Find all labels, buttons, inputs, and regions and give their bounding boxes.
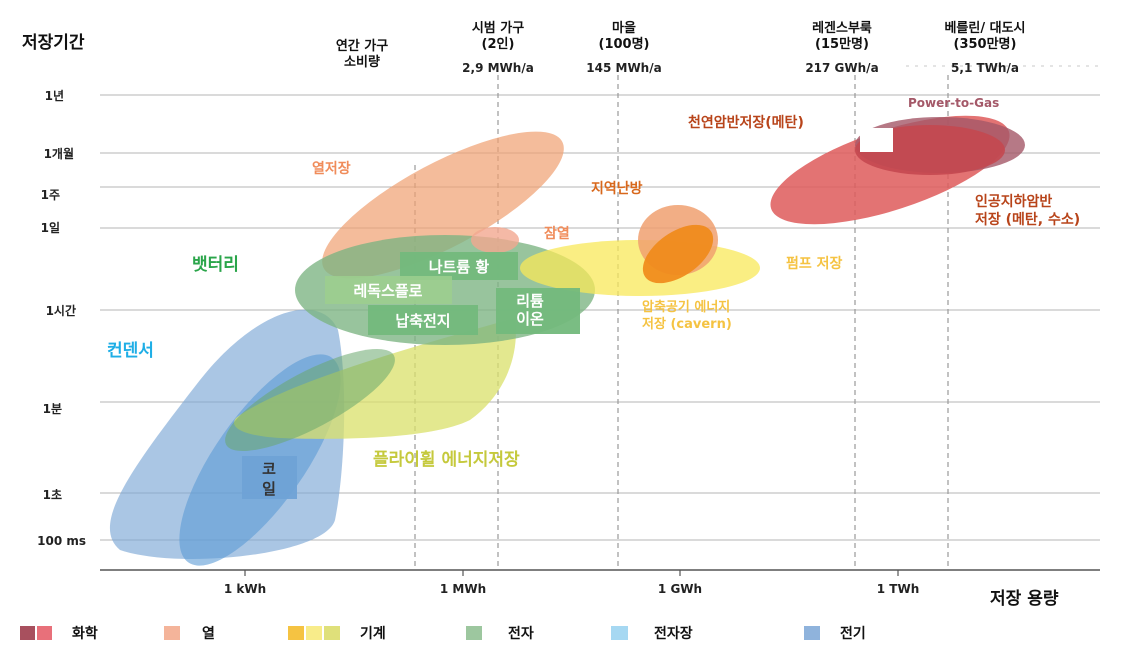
capacitor-label: 컨덴서 <box>107 341 154 361</box>
legend-swatch <box>324 626 340 640</box>
legend-swatch <box>164 626 180 640</box>
legend-label: 전자 <box>508 625 534 642</box>
sodium-sulfur-box <box>400 252 518 280</box>
ref-value-village: 145 MWh/a <box>586 61 661 75</box>
lithium-ion-box <box>496 288 580 334</box>
power-to-gas-label: Power-to-Gas <box>908 96 999 110</box>
x-tick-label: 1 TWh <box>877 582 920 596</box>
y-tick-label: 1주 <box>41 188 60 202</box>
text-line: 소비량 <box>344 55 380 70</box>
text-line: 베를린/ 대도시 <box>944 20 1025 36</box>
text-line: 연간 가구 <box>336 38 388 54</box>
text-line: (2인) <box>482 36 515 52</box>
pumped-storage-region <box>642 224 714 284</box>
legend-swatch <box>611 626 628 640</box>
ref-label-village: 마을 (100명) <box>599 20 650 52</box>
artificial-rock-label: 인공지하암반 저장 (메탄, 수소) <box>975 193 1080 228</box>
white-patch <box>860 128 893 152</box>
legend-item-electrochemical: 전자 <box>466 625 534 642</box>
district-heating-label: 지역난방 <box>591 180 643 197</box>
text-line: 인공지하암반 <box>975 193 1052 210</box>
y-tick-label: 1개월 <box>44 146 74 161</box>
y-tick-labels: 1년 1개월 1주 1일 1시간 1분 1초 100 ms <box>37 89 86 548</box>
legend-item-electromagnetic: 전자장 <box>611 625 693 642</box>
text-line: (100명) <box>599 36 650 52</box>
legend-label: 전자장 <box>654 625 693 642</box>
ref-label-pilot: 시범 가구 (2인) <box>472 20 524 52</box>
legend-swatch <box>37 626 52 640</box>
y-tick-label: 1일 <box>41 221 60 235</box>
latent-heat-region <box>471 227 519 253</box>
text-line: 저장 (cavern) <box>642 316 732 332</box>
ref-label-household: 연간 가구 소비량 <box>336 38 388 70</box>
legend-label: 열 <box>202 625 215 642</box>
sodium-sulfur-label: 나트륨 황 <box>429 258 490 276</box>
latent-heat-label: 잠열 <box>544 225 570 242</box>
lead-acid-label: 납축전지 <box>395 312 450 330</box>
pumped-storage-label: 펌프 저장 <box>786 255 843 272</box>
flywheel-overlap <box>225 349 395 451</box>
text-line: 코 <box>262 460 276 478</box>
text-line: 레겐스부룩 <box>812 20 872 36</box>
text-line: 저장 (메탄, 수소) <box>975 211 1080 228</box>
x-tick-labels: 1 kWh 1 MWh 1 GWh 1 TWh <box>224 582 919 596</box>
compressed-air-label: 압축공기 에너지 저장 (cavern) <box>642 299 732 332</box>
lead-acid-box <box>368 305 478 335</box>
y-tick-label: 1분 <box>43 402 62 416</box>
x-tick-label: 1 GWh <box>658 582 702 596</box>
ref-label-berlin: 베를린/ 대도시 (350만명) <box>944 20 1025 52</box>
text-line: 압축공기 에너지 <box>642 299 730 315</box>
y-tick-label: 1초 <box>43 488 62 502</box>
text-line: 일 <box>262 480 276 498</box>
thermal-storage-label: 열저장 <box>312 160 351 177</box>
legend-swatch <box>288 626 304 640</box>
redox-flow-box <box>325 276 452 304</box>
legend-label: 전기 <box>840 625 866 642</box>
legend-swatch <box>20 626 35 640</box>
legend: 화학 열 기계 전자 전자장 전기 <box>20 625 866 642</box>
legend-item-mechanical: 기계 <box>288 626 386 642</box>
text-line: 리튬 <box>516 292 544 310</box>
lithium-ion-label: 리튬 이온 <box>516 292 544 328</box>
legend-swatch <box>466 626 482 640</box>
legend-swatch <box>804 626 820 640</box>
x-axis-title: 저장 용량 <box>990 589 1059 609</box>
text-line: 마을 <box>612 20 636 36</box>
legend-item-thermal: 열 <box>164 625 215 642</box>
ref-label-regensburg: 레겐스부룩 (15만명) <box>812 20 872 52</box>
text-line: (350만명) <box>954 36 1017 52</box>
ref-value-berlin: 5,1 TWh/a <box>951 61 1019 75</box>
legend-label: 화학 <box>72 626 98 642</box>
text-line: 시범 가구 <box>472 20 524 36</box>
legend-item-chemical: 화학 <box>20 626 98 642</box>
flywheel-label: 플라이휠 에너지저장 <box>373 450 520 470</box>
redox-flow-label: 레독스플로 <box>353 282 422 300</box>
legend-item-electric: 전기 <box>804 625 866 642</box>
legend-label: 기계 <box>360 626 386 642</box>
x-ticks <box>244 570 899 576</box>
y-tick-label: 100 ms <box>37 534 86 548</box>
legend-swatch <box>306 626 322 640</box>
text-line: (15만명) <box>815 36 869 52</box>
x-tick-label: 1 MWh <box>440 582 486 596</box>
y-axis-title: 저장기간 <box>22 33 85 53</box>
y-tick-label: 1년 <box>45 89 64 103</box>
coil-box <box>242 456 297 499</box>
ref-value-pilot: 2,9 MWh/a <box>462 61 534 75</box>
ref-value-regensburg: 217 GWh/a <box>805 61 878 75</box>
battery-label: 뱃터리 <box>192 255 239 275</box>
x-tick-label: 1 kWh <box>224 582 266 596</box>
y-tick-label: 1시간 <box>46 303 76 318</box>
reference-labels: 연간 가구 소비량 시범 가구 (2인) 2,9 MWh/a 마을 (100명) 14… <box>336 20 1026 75</box>
natural-rock-label: 천연암반저장(메탄) <box>688 114 804 131</box>
text-line: 이온 <box>516 310 544 328</box>
